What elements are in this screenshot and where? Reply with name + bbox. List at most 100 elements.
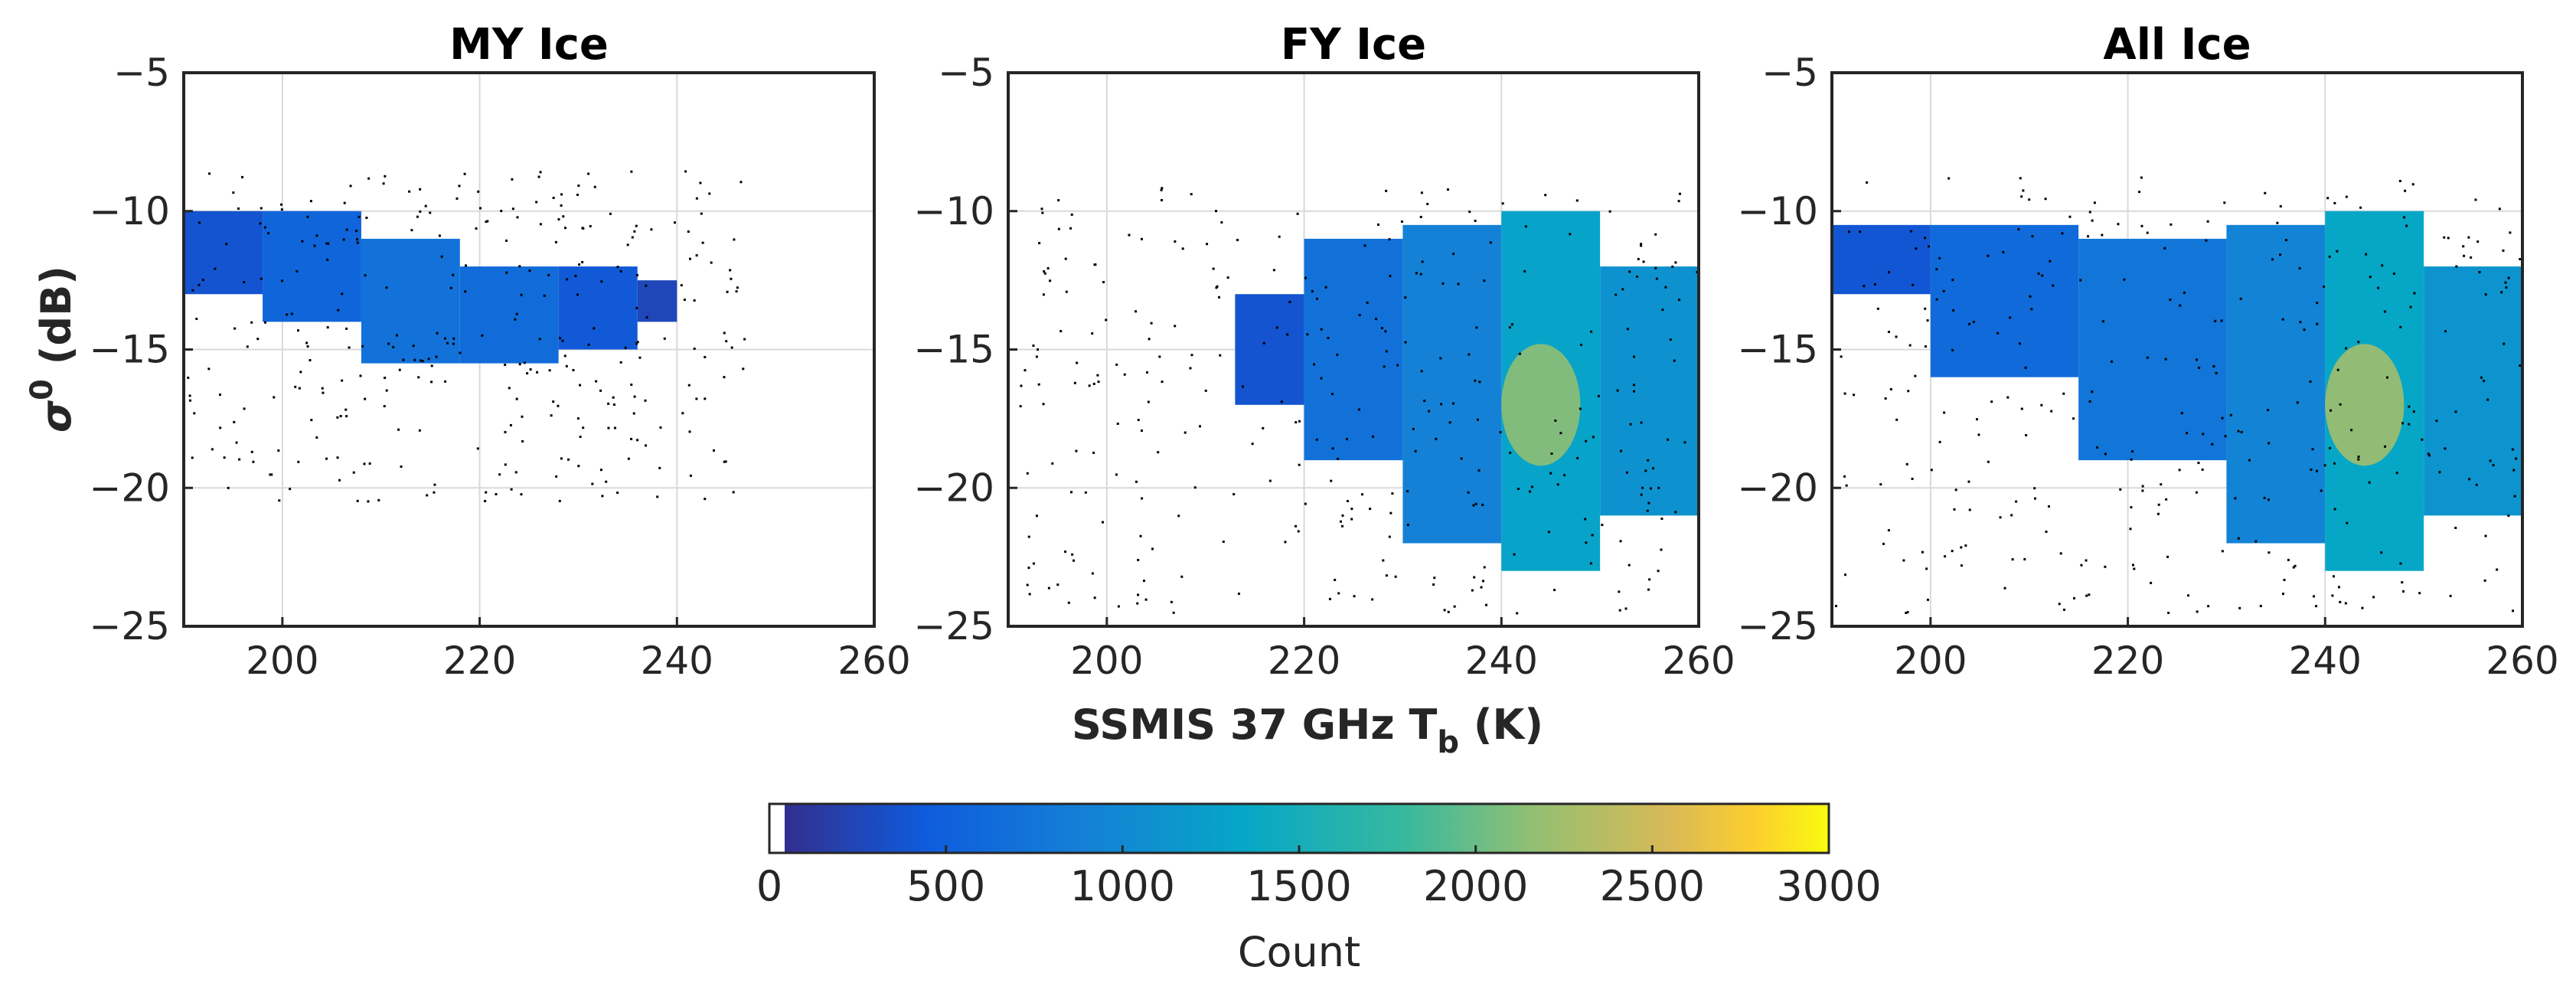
scatter-point <box>2195 491 2198 494</box>
scatter-point <box>345 327 348 330</box>
scatter-point <box>704 498 707 501</box>
scatter-point <box>1389 274 1392 277</box>
scatter-point <box>498 473 501 476</box>
scatter-point <box>645 284 648 287</box>
scatter-point <box>1887 529 1890 532</box>
scatter-point <box>1647 588 1650 591</box>
scatter-point <box>1460 457 1463 460</box>
scatter-point <box>695 397 698 400</box>
scatter-point <box>2215 371 2218 374</box>
scatter-point <box>500 210 503 213</box>
scatter-point <box>2248 459 2251 462</box>
scatter-point <box>2072 596 2075 599</box>
scatter-point <box>1423 400 1426 403</box>
scatter-point <box>2455 265 2458 268</box>
x-axis-ticks: 200 220 240 260 <box>1894 617 2559 683</box>
y-tick-label: −25 <box>913 604 994 648</box>
scatter-point <box>2337 586 2340 589</box>
scatter-point <box>2383 310 2386 313</box>
scatter-point <box>1414 449 1417 452</box>
scatter-point <box>1457 283 1460 286</box>
scatter-point <box>518 265 521 268</box>
scatter-point <box>382 182 385 185</box>
scatter-point <box>1614 293 1618 296</box>
scatter-point <box>1625 471 1628 474</box>
scatter-point <box>412 345 415 348</box>
scatter-point <box>2212 365 2215 368</box>
scatter-point <box>2326 197 2330 200</box>
scatter-point <box>1942 289 1945 292</box>
scatter-point <box>576 293 580 296</box>
scatter-point <box>384 377 387 380</box>
scatter-point <box>1996 332 2000 335</box>
scatter-point <box>1640 244 1643 247</box>
scatter-point <box>336 416 339 419</box>
scatter-point <box>1115 363 1118 366</box>
scatter-point <box>237 207 240 210</box>
scatter-point <box>2237 537 2240 540</box>
scatter-point <box>612 396 615 399</box>
scatter-point <box>1220 220 1223 224</box>
scatter-point <box>1840 355 1843 358</box>
scatter-point <box>659 426 662 429</box>
scatter-point <box>208 172 211 175</box>
scatter-point <box>427 358 430 361</box>
scatter-point <box>295 269 299 273</box>
scatter-point <box>1968 508 1971 511</box>
scatter-point <box>2408 405 2411 408</box>
scatter-point <box>2316 302 2319 305</box>
scatter-point <box>638 356 642 359</box>
y-tick-label: −25 <box>1737 604 1818 648</box>
y-axis-title: σ0 (dB) <box>24 266 80 433</box>
scatter-point <box>1907 390 1910 393</box>
scatter-point <box>2202 433 2205 436</box>
scatter-point <box>278 499 281 502</box>
scatter-point <box>710 261 713 264</box>
scatter-point <box>1585 541 1588 544</box>
scatter-point <box>2377 286 2380 289</box>
scatter-point <box>599 389 602 392</box>
scatter-point <box>723 332 726 335</box>
scatter-point <box>2186 432 2189 435</box>
scatter-point <box>736 286 739 289</box>
scatter-point <box>1895 335 1898 338</box>
scatter-point <box>1288 300 1291 303</box>
scatter-point <box>1026 583 1029 586</box>
scatter-point <box>385 389 388 392</box>
panel-fy-ice: FY Ice 200 220 240 260 −5 −10 −15 −20 −25 <box>913 20 1735 683</box>
scatter-point <box>1951 348 1954 351</box>
scatter-point <box>1624 607 1628 610</box>
scatter-point <box>298 387 301 390</box>
scatter-point <box>2220 319 2223 322</box>
scatter-point <box>413 358 416 361</box>
scatter-point <box>1473 576 1476 579</box>
scatter-point <box>1647 459 1650 462</box>
scatter-point <box>1652 467 1655 470</box>
scatter-point <box>539 223 542 226</box>
x-axis-title: SSMIS 37 GHz Tb (K) <box>1072 701 1543 760</box>
scatter-point <box>1027 535 1030 538</box>
scatter-point <box>1406 490 1409 493</box>
scatter-point <box>1481 503 1484 506</box>
scatter-point <box>2333 462 2336 465</box>
scatter-point <box>1272 269 1275 272</box>
scatter-point <box>1069 227 1073 230</box>
panel-title: All Ice <box>2103 20 2251 70</box>
scatter-point <box>2401 590 2405 593</box>
scatter-point <box>326 258 329 261</box>
scatter-point <box>582 227 585 230</box>
scatter-point <box>1161 198 1164 201</box>
scatter-point <box>1660 548 1663 551</box>
scatter-point <box>2050 410 2053 413</box>
scatter-point <box>1453 605 1456 608</box>
scatter-point <box>289 488 292 491</box>
scatter-point <box>1358 314 1361 317</box>
scatter-point <box>1330 479 1333 482</box>
scatter-point <box>1297 530 1300 533</box>
scatter-point <box>1073 559 1076 562</box>
scatter-point <box>2011 558 2014 561</box>
scatter-point <box>536 371 539 374</box>
colorbar-tick-label: 500 <box>906 862 985 910</box>
scatter-point <box>2033 487 2036 490</box>
scatter-point <box>476 447 479 450</box>
